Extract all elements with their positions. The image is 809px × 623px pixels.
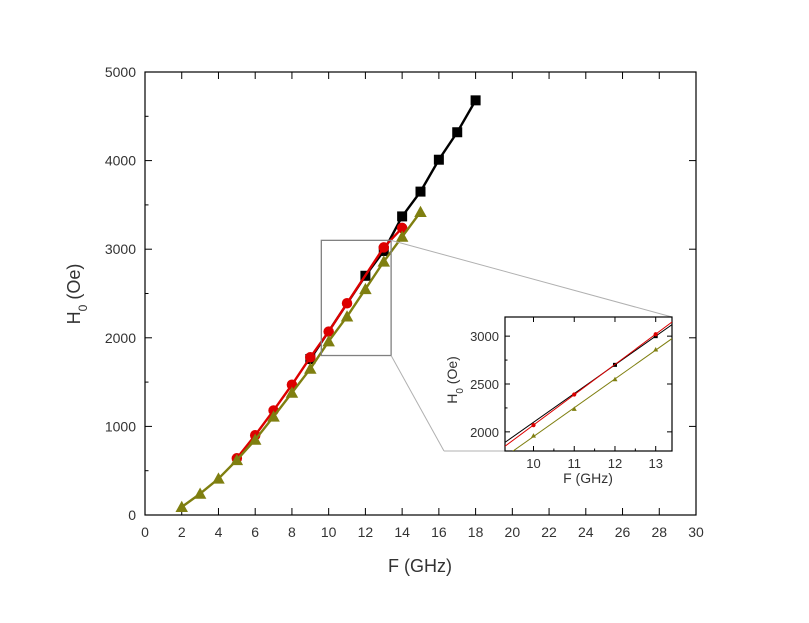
inset-data-point-triangle (571, 406, 577, 411)
data-point-square (452, 127, 463, 138)
inset-data-point-triangle (653, 347, 659, 352)
x-tick-label: 26 (615, 524, 631, 540)
y-tick-label: 1000 (105, 418, 136, 434)
data-point-square (470, 95, 481, 106)
inset-data-point-circle (572, 392, 577, 397)
series-line-circle (235, 227, 404, 460)
y-axis-title: H0 (Oe) (64, 264, 90, 325)
inset-series-circle (505, 321, 672, 447)
x-tick-label: 0 (141, 524, 149, 540)
inset-x-tick-label: 13 (648, 456, 662, 471)
inset-y-axis-title-subscript: 0 (455, 388, 466, 394)
zoom-connector-bottom (390, 355, 445, 452)
x-tick-label: 12 (358, 524, 374, 540)
series-square (305, 95, 481, 365)
data-point-triangle (304, 362, 317, 374)
data-point-triangle (285, 386, 299, 398)
x-tick-label: 16 (431, 524, 447, 540)
inset-plot: 10 11 12 13 2000 2500 3000 (470, 316, 673, 471)
y-tick-label: 4000 (105, 153, 136, 169)
x-tick-label: 24 (578, 524, 594, 540)
data-point-square (415, 186, 426, 197)
y-axis-title-unit: (Oe) (64, 264, 84, 305)
data-point-triangle (175, 500, 188, 513)
x-tick-label: 22 (541, 524, 557, 540)
data-point-circle (396, 222, 408, 234)
x-tick-label: 8 (288, 524, 296, 540)
series-triangle (175, 205, 427, 513)
inset-x-tick-label: 12 (608, 456, 622, 471)
inset-y-axis-title-unit: (Oe) (444, 356, 460, 388)
main-plot: 0 2 4 6 8 10 12 14 16 18 20 22 24 26 28 300100020003000… (105, 64, 704, 540)
y-tick-label: 3000 (105, 241, 136, 257)
x-tick-label: 20 (505, 524, 521, 540)
y-tick-label: 5000 (105, 64, 136, 80)
inset-y-tick-label: 2000 (470, 425, 499, 440)
series-circle (231, 222, 408, 464)
inset-data-point-circle (653, 332, 658, 337)
data-point-triangle (377, 255, 391, 267)
y-axis-title-subscript: 0 (76, 304, 90, 311)
inset-y-tick-label: 3000 (470, 329, 499, 344)
data-point-triangle (230, 453, 244, 466)
zoom-box (320, 239, 392, 357)
x-axis-title: F (GHz) (388, 556, 452, 576)
x-tick-label: 2 (178, 524, 186, 540)
y-axis-title-main: H (64, 311, 84, 324)
zoom-connector-lines (390, 239, 673, 452)
data-point-circle (378, 242, 390, 253)
data-point-circle (305, 352, 316, 363)
data-point-triangle (414, 205, 427, 217)
data-point-triangle (340, 310, 354, 322)
data-point-triangle (395, 230, 409, 242)
inset-x-tick-label: 11 (567, 456, 581, 471)
inset-data-point-triangle (531, 433, 537, 438)
series-line-triangle (181, 211, 422, 508)
inset-series-triangle (512, 338, 672, 451)
inset-y-axis-title-main: H (444, 394, 460, 404)
inset-data-point-circle (531, 423, 536, 428)
inset-y-tick-label: 2500 (470, 377, 499, 392)
inset-x-tick-label: 10 (526, 456, 540, 471)
data-point-triangle (248, 433, 262, 445)
inset-y-axis-title: H0 (Oe) (444, 356, 466, 404)
data-point-triangle (212, 472, 225, 484)
data-point-square (433, 154, 444, 165)
data-point-circle (341, 297, 353, 309)
x-tick-label: 18 (468, 524, 484, 540)
data-point-triangle (193, 487, 207, 499)
zoom-connector-top (390, 239, 673, 318)
data-point-triangle (322, 335, 335, 347)
x-tick-label: 28 (651, 524, 667, 540)
x-tick-label: 10 (321, 524, 337, 540)
y-tick-label: 0 (128, 507, 136, 523)
data-point-triangle (359, 282, 372, 295)
data-point-triangle (267, 410, 280, 422)
x-tick-label: 4 (215, 524, 223, 540)
y-tick-label: 2000 (105, 330, 136, 346)
inset-data-point-triangle (612, 376, 618, 382)
x-tick-label: 30 (688, 524, 704, 540)
data-point-square (397, 211, 408, 222)
data-point-circle (323, 326, 334, 337)
x-tick-label: 14 (394, 524, 410, 540)
inset-x-axis-title: F (GHz) (563, 470, 613, 486)
x-tick-label: 6 (251, 524, 259, 540)
